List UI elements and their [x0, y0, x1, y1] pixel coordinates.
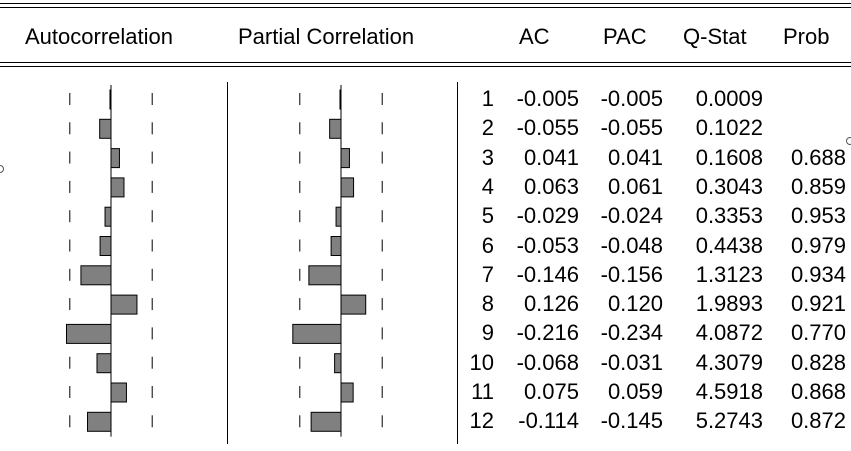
header-qstat: Q-Stat: [683, 24, 747, 49]
qstat-cell: 1.9893: [695, 291, 763, 317]
ac-bar-lag-1: [109, 89, 112, 110]
pac-cell: -0.031: [600, 349, 663, 375]
prob-cell: 0.979: [790, 232, 846, 258]
lag-cell: 3: [481, 144, 494, 170]
ac-cell: -0.053: [516, 232, 579, 258]
pac-cell: -0.024: [600, 203, 663, 229]
lag-cell: 12: [469, 408, 494, 434]
header-ac: AC: [519, 24, 550, 49]
lag-cell: 11: [471, 379, 494, 404]
ac-cell: -0.114: [518, 408, 579, 434]
qstat-cell: 0.3043: [695, 173, 763, 199]
qstat-cell: 0.4438: [695, 232, 763, 258]
lag-cell: 7: [481, 261, 494, 287]
pac-bar-lag-11: [340, 382, 354, 403]
ac-bar-lag-5: [104, 206, 112, 227]
pac-cell: -0.048: [600, 232, 663, 258]
pac-cell: -0.145: [600, 408, 663, 434]
pac-cell: 0.061: [607, 173, 663, 199]
qstat-cell: 0.1608: [695, 144, 763, 170]
pac-bar-lag-6: [330, 236, 342, 256]
top-border-line-inner: [0, 7, 851, 8]
header-divider-line: [0, 62, 851, 63]
pac-cell: -0.055: [600, 115, 663, 141]
ac-cell: -0.146: [516, 261, 579, 287]
pac-bar-lag-2: [329, 118, 342, 139]
lag-cell: 8: [481, 291, 494, 317]
ac-bar-lag-3: [110, 148, 120, 169]
top-border-line: [0, 3, 851, 4]
correlogram-separator: [227, 82, 228, 444]
header-partial-correlation: Partial Correlation: [238, 24, 415, 49]
qstat-cell: 0.1022: [695, 115, 763, 141]
ac-cell: 0.126: [523, 291, 579, 317]
qstat-cell: 5.2743: [695, 408, 763, 434]
prob-cell: 0.688: [790, 144, 846, 170]
ac-bar-lag-11: [110, 382, 127, 403]
ac-bar-lag-12: [87, 411, 112, 432]
prob-cell: 0.868: [790, 379, 846, 404]
lag-cell: 1: [481, 86, 494, 111]
header-autocorrelation: Autocorrelation: [25, 24, 173, 49]
ac-cell: -0.068: [516, 349, 579, 375]
pac-cell: -0.156: [600, 261, 663, 287]
header-divider-line-inner: [0, 66, 851, 67]
qstat-cell: 0.3353: [695, 203, 763, 229]
ac-bar-lag-9: [66, 323, 112, 344]
pac-bar-lag-12: [310, 411, 342, 432]
pac-bar-lag-8: [340, 294, 367, 315]
ac-bar-lag-2: [99, 118, 112, 139]
prob-cell: 0.953: [790, 203, 846, 229]
pac-cell: 0.059: [607, 379, 663, 404]
qstat-cell: 4.0872: [695, 320, 763, 346]
pac-bar-lag-4: [340, 177, 355, 198]
qstat-cell: 1.3123: [695, 261, 763, 287]
ac-cell: 0.075: [523, 379, 579, 404]
lag-cell: 5: [481, 203, 494, 229]
ac-bar-lag-8: [110, 294, 138, 315]
prob-cell: 0.859: [790, 173, 846, 199]
prob-cell: 0.828: [790, 349, 846, 375]
lag-cell: 4: [481, 173, 494, 199]
prob-cell: 0.921: [790, 291, 846, 317]
header-prob: Prob: [783, 24, 830, 49]
right-edge-handle[interactable]: [846, 137, 851, 145]
qstat-cell: 4.5918: [695, 379, 763, 404]
lag-cell: 9: [481, 320, 494, 346]
pac-bar-lag-3: [340, 148, 350, 169]
lag-cell: 6: [481, 232, 494, 258]
ac-cell: -0.029: [516, 203, 579, 229]
qstat-cell: 0.0009: [695, 86, 763, 111]
ac-cell: 0.063: [523, 173, 579, 199]
ac-bar-lag-6: [99, 236, 112, 256]
pac-bar-lag-5: [335, 206, 342, 227]
pac-bar-lag-9: [292, 323, 342, 344]
pac-bar-lag-10: [334, 353, 342, 374]
ac-cell: -0.055: [516, 115, 579, 141]
prob-cell: 0.934: [790, 261, 846, 287]
ac-bar-lag-4: [110, 177, 125, 198]
pac-cell: 0.120: [607, 291, 663, 317]
lag-cell: 2: [481, 115, 494, 141]
stats-separator: [457, 82, 458, 444]
ac-cell: 0.041: [523, 144, 579, 170]
pac-cell: 0.041: [607, 144, 663, 170]
ac-bar-lag-7: [80, 265, 112, 286]
qstat-cell: 4.3079: [695, 349, 763, 375]
pac-cell: -0.234: [600, 320, 663, 346]
prob-cell: 0.872: [790, 408, 846, 434]
pac-bar-lag-1: [339, 89, 342, 110]
ac-bar-lag-10: [96, 353, 112, 374]
lag-cell: 10: [469, 349, 494, 375]
ac-cell: -0.005: [516, 86, 579, 111]
prob-cell: 0.770: [790, 320, 846, 346]
header-pac: PAC: [603, 24, 647, 49]
pac-bar-lag-7: [308, 265, 342, 286]
ac-cell: -0.216: [516, 320, 579, 346]
pac-cell: -0.005: [600, 86, 663, 111]
